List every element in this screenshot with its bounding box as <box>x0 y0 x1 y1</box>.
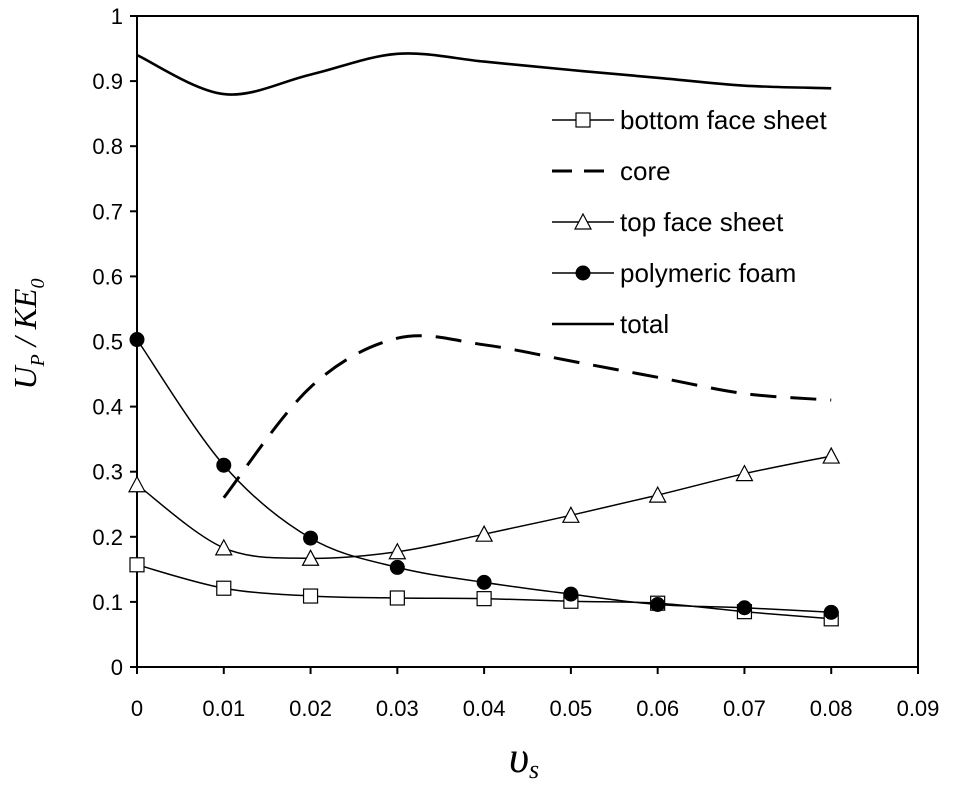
series-point-polymeric-foam <box>736 600 752 616</box>
series-point-top-face-sheet <box>214 538 233 556</box>
legend-label-top-face-sheet: top face sheet <box>620 207 784 237</box>
legend-marker-bottom-face-sheet <box>575 112 591 128</box>
legend-label-core: core <box>620 156 671 186</box>
y-tick-label: 0.7 <box>92 199 123 224</box>
x-axis-title-main: υ <box>509 733 529 782</box>
series-line-polymeric-foam <box>136 339 832 614</box>
y-axis-title-part2: / KE <box>7 288 43 354</box>
y-axis-title-sub2: 0 <box>27 278 49 288</box>
series-point-bottom-face-sheet <box>389 590 405 606</box>
series-point-top-face-sheet <box>735 464 754 482</box>
legend-marker-polymeric-foam <box>575 265 591 281</box>
legend-marker-top-face-sheet <box>574 212 592 230</box>
y-tick-label: 0.6 <box>92 264 123 289</box>
series-point-polymeric-foam <box>823 604 839 620</box>
series-point-polymeric-foam <box>389 559 405 575</box>
series-point-bottom-face-sheet <box>129 557 145 573</box>
legend-label-total: total <box>620 309 669 339</box>
y-tick-label: 0.5 <box>92 330 123 355</box>
tick-labels: 0 0.1 0.2 0.3 0.4 0.5 0.6 0.7 0.8 0.9 1 0 0.01 0.02 0.… <box>92 4 939 721</box>
series-line-total <box>136 52 832 96</box>
legend-label-polymeric-foam: polymeric foam <box>620 258 796 288</box>
legend: bottom face sheet core top face sheet polym… <box>552 105 827 339</box>
x-tick-label: 0.08 <box>810 696 853 721</box>
x-tick-label: 0.04 <box>463 696 506 721</box>
y-tick-label: 0.9 <box>92 69 123 94</box>
series-point-top-face-sheet <box>128 475 146 493</box>
x-tick-label: 0.03 <box>376 696 419 721</box>
data-series <box>128 52 841 627</box>
y-tick-label: 0.3 <box>92 460 123 485</box>
series-point-top-face-sheet <box>822 446 841 464</box>
series-point-top-face-sheet <box>388 542 407 560</box>
series-point-polymeric-foam <box>563 586 579 602</box>
axis-ticks <box>130 15 919 674</box>
series-point-polymeric-foam <box>216 457 232 473</box>
series-point-polymeric-foam <box>476 574 492 590</box>
series-point-polymeric-foam <box>129 332 145 348</box>
y-tick-label: 0.2 <box>92 525 123 550</box>
x-axis-title-sub: s <box>529 755 539 784</box>
x-tick-label: 0.05 <box>549 696 592 721</box>
series-point-bottom-face-sheet <box>216 580 232 596</box>
y-axis-title-part1: U <box>7 365 43 390</box>
plot-area <box>136 15 919 668</box>
series-point-bottom-face-sheet <box>476 591 492 607</box>
x-tick-label: 0.01 <box>202 696 245 721</box>
y-tick-label: 1 <box>111 4 123 29</box>
series-point-polymeric-foam <box>303 530 319 546</box>
series-point-top-face-sheet <box>475 524 494 542</box>
series-point-top-face-sheet <box>301 549 320 566</box>
legend-label-bottom-face-sheet: bottom face sheet <box>620 105 827 135</box>
series-point-top-face-sheet <box>561 506 580 523</box>
y-tick-label: 0.8 <box>92 134 123 159</box>
x-tick-label: 0 <box>131 696 143 721</box>
x-tick-label: 0.07 <box>723 696 766 721</box>
y-tick-label: 0 <box>111 655 123 680</box>
y-tick-label: 0.1 <box>92 590 123 615</box>
series-point-bottom-face-sheet <box>302 588 319 604</box>
x-tick-label: 0.09 <box>897 696 940 721</box>
x-tick-label: 0.02 <box>289 696 332 721</box>
y-tick-label: 0.4 <box>92 395 123 420</box>
series-point-top-face-sheet <box>648 485 667 503</box>
series-line-core <box>222 334 832 499</box>
y-axis-title: UP / KE0 <box>7 278 49 389</box>
y-axis-title-sub1: P <box>27 354 49 367</box>
x-axis-title: υs <box>509 733 539 784</box>
x-tick-label: 0.06 <box>636 696 679 721</box>
series-point-polymeric-foam <box>650 597 666 613</box>
